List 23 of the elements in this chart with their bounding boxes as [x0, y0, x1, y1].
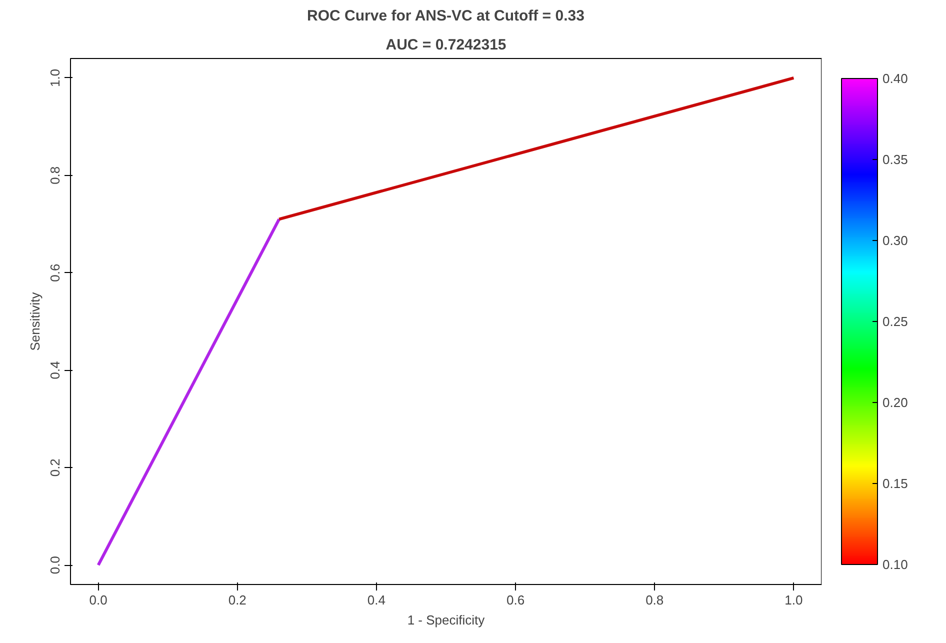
color-bar-label: 0.10 — [882, 557, 908, 572]
chart-subtitle: AUC = 0.7242315 — [386, 36, 506, 54]
y-tick-label: 0.0 — [48, 556, 62, 574]
color-bar-label: 0.30 — [882, 233, 908, 248]
x-tick-label: 0.4 — [367, 592, 386, 608]
color-bar-label: 0.35 — [882, 152, 908, 167]
y-axis-title: Sensitivity — [28, 292, 42, 351]
y-tick-label: 0.2 — [48, 458, 62, 477]
chart-title: ROC Curve for ANS-VC at Cutoff = 0.33 — [307, 8, 584, 24]
x-tick-label: 1.0 — [784, 592, 803, 608]
x-tick-label: 0.6 — [506, 592, 525, 608]
y-tick-label: 1.0 — [48, 68, 62, 88]
x-axis-title: 1 - Specificity — [407, 612, 486, 628]
x-tick-label: 0.8 — [646, 592, 664, 608]
color-bar-label: 0.20 — [882, 395, 908, 410]
x-tick-label: 0.2 — [228, 592, 246, 608]
y-tick-label: 0.8 — [48, 166, 62, 184]
y-tick-label: 0.6 — [48, 264, 62, 282]
color-bar-label: 0.15 — [882, 476, 908, 491]
y-tick-label: 0.4 — [48, 361, 62, 380]
color-bar-label: 0.40 — [882, 71, 908, 86]
x-tick-label: 0.0 — [89, 592, 108, 608]
color-bar-label: 0.25 — [882, 314, 908, 329]
